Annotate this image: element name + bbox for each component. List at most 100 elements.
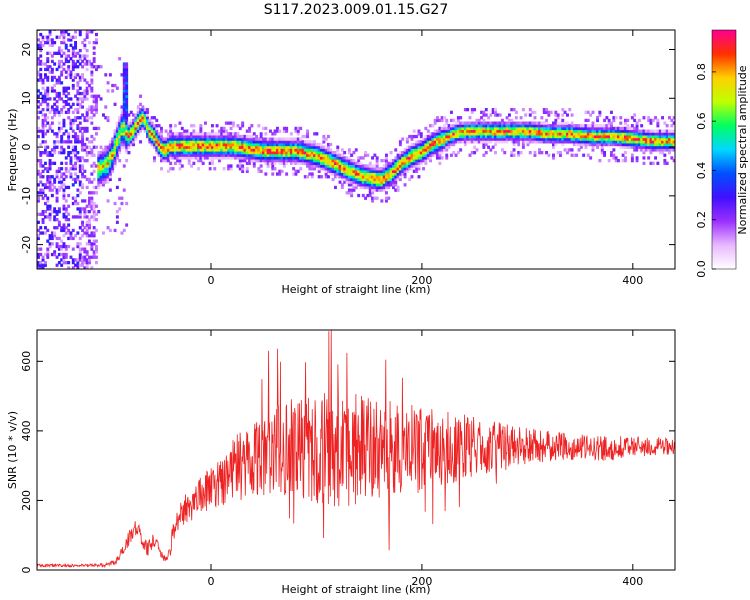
spectrogram-cell <box>410 167 414 171</box>
spectrogram-cell <box>62 226 66 230</box>
spectrogram-cell <box>85 250 89 254</box>
spectrogram-cell <box>642 142 646 147</box>
spectrogram-cell <box>134 132 138 136</box>
spectrogram-cell <box>644 148 648 152</box>
spectrogram-cell <box>37 255 40 259</box>
spectrogram-cell <box>74 161 78 165</box>
spectrogram-cell <box>78 129 82 133</box>
spectrogram-cell <box>665 124 669 128</box>
spectrogram-cell <box>468 121 472 125</box>
spectrogram-cell <box>132 137 136 141</box>
spectrogram-cell <box>57 210 61 214</box>
spectrogram-cell <box>83 210 87 214</box>
spectrogram-cell <box>88 105 91 109</box>
spectrogram-cell <box>120 73 124 77</box>
spectrogram-cell <box>71 196 75 200</box>
spectrogram-cell <box>106 180 110 184</box>
spectrogram-cell <box>354 180 358 184</box>
spectrogram-cell <box>215 134 219 139</box>
spectrogram-cell <box>213 132 217 136</box>
spectrogram-cell <box>122 132 126 136</box>
spectrogram-cell <box>57 35 61 39</box>
spectrogram-cell <box>463 124 467 128</box>
spectrogram-cell <box>122 142 126 147</box>
spectrogram-cell <box>347 161 351 165</box>
spectrogram-cell <box>57 252 61 257</box>
spectrogram-cell <box>76 156 80 160</box>
spectrogram-cell <box>280 156 284 160</box>
spectrogram-cell <box>160 151 163 155</box>
spectrogram-cell <box>81 258 85 262</box>
spectrogram-cell <box>48 153 52 157</box>
spectrogram-cell <box>88 177 91 182</box>
spectrogram-cell <box>568 148 572 152</box>
spectrogram-cell <box>132 118 136 123</box>
spectrogram-cell <box>605 126 609 131</box>
spectrogram-cell <box>403 183 407 187</box>
spectrogram-cell <box>347 164 351 168</box>
spectrogram-cell <box>102 167 105 171</box>
spectrogram-cell <box>78 252 82 257</box>
spectrogram-cell <box>166 148 170 152</box>
spectrogram-cell <box>134 126 138 131</box>
spectrogram-cell <box>278 142 282 147</box>
spectrogram-cell <box>238 161 242 165</box>
snr-y-tick-label: 200 <box>20 490 33 511</box>
spectrogram-cell <box>505 137 509 141</box>
spectrogram-cell <box>547 137 551 141</box>
spectrogram-cell <box>514 134 518 139</box>
spectrogram-cell <box>206 156 210 160</box>
spectrogram-cell <box>69 35 73 39</box>
spectrogram-cell <box>626 142 630 147</box>
spectrogram-cell <box>549 134 553 139</box>
spectrogram-cell <box>71 164 75 168</box>
spectrogram-cell <box>136 113 140 117</box>
spectrogram-cell <box>649 145 653 149</box>
spectrogram-cell <box>303 156 307 160</box>
spectrogram-cell <box>487 121 491 125</box>
spectrogram-cell <box>71 134 75 139</box>
spectrogram-cell <box>95 132 98 136</box>
spectrogram-cell <box>243 145 247 149</box>
spectrogram-cell <box>501 148 504 152</box>
spectrogram-cell <box>78 102 82 106</box>
spectrogram-cell <box>85 81 89 85</box>
spectrogram-cell <box>591 129 595 133</box>
spectrogram-cell <box>378 175 381 179</box>
spectrogram-cell <box>403 172 407 176</box>
spectrogram-cell <box>287 137 291 141</box>
spectrogram-cell <box>447 140 451 144</box>
spectrogram-cell <box>350 177 354 182</box>
spectrogram-cell <box>403 164 407 168</box>
spectrogram-cell <box>150 116 154 120</box>
spectrogram-cell <box>271 142 275 147</box>
spectrogram-cell <box>111 167 115 171</box>
spectrogram-cell <box>39 49 43 53</box>
spectrogram-cell <box>139 116 143 120</box>
spectrogram-cell <box>171 140 175 144</box>
spectrogram-cell <box>603 151 607 155</box>
spectrogram-cell <box>64 156 68 160</box>
spectrogram-cell <box>410 161 414 165</box>
spectrogram-cell <box>598 113 602 117</box>
spectrogram-cell <box>429 142 433 147</box>
spectrogram-cell <box>106 169 110 173</box>
spectrogram-cell <box>92 113 96 117</box>
spectrogram-cell <box>78 164 82 168</box>
spectrogram-cell <box>139 126 143 131</box>
spectrogram-cell <box>141 108 145 112</box>
spectrogram-cell <box>222 151 226 155</box>
spectrogram-cell <box>526 129 530 133</box>
spectrogram-cell <box>227 134 231 139</box>
spectrogram-cell <box>185 145 189 149</box>
spectrogram-cell <box>215 151 219 155</box>
spectrogram-cell <box>282 129 286 133</box>
spectrogram-cell <box>164 129 168 133</box>
spectrogram-cell <box>37 126 40 131</box>
spectrogram-cell <box>171 134 175 139</box>
spectrogram-cell <box>115 153 119 157</box>
spectrogram-cell <box>354 167 358 171</box>
spectrogram-cell <box>517 132 521 136</box>
spectrogram-cell <box>280 161 284 165</box>
